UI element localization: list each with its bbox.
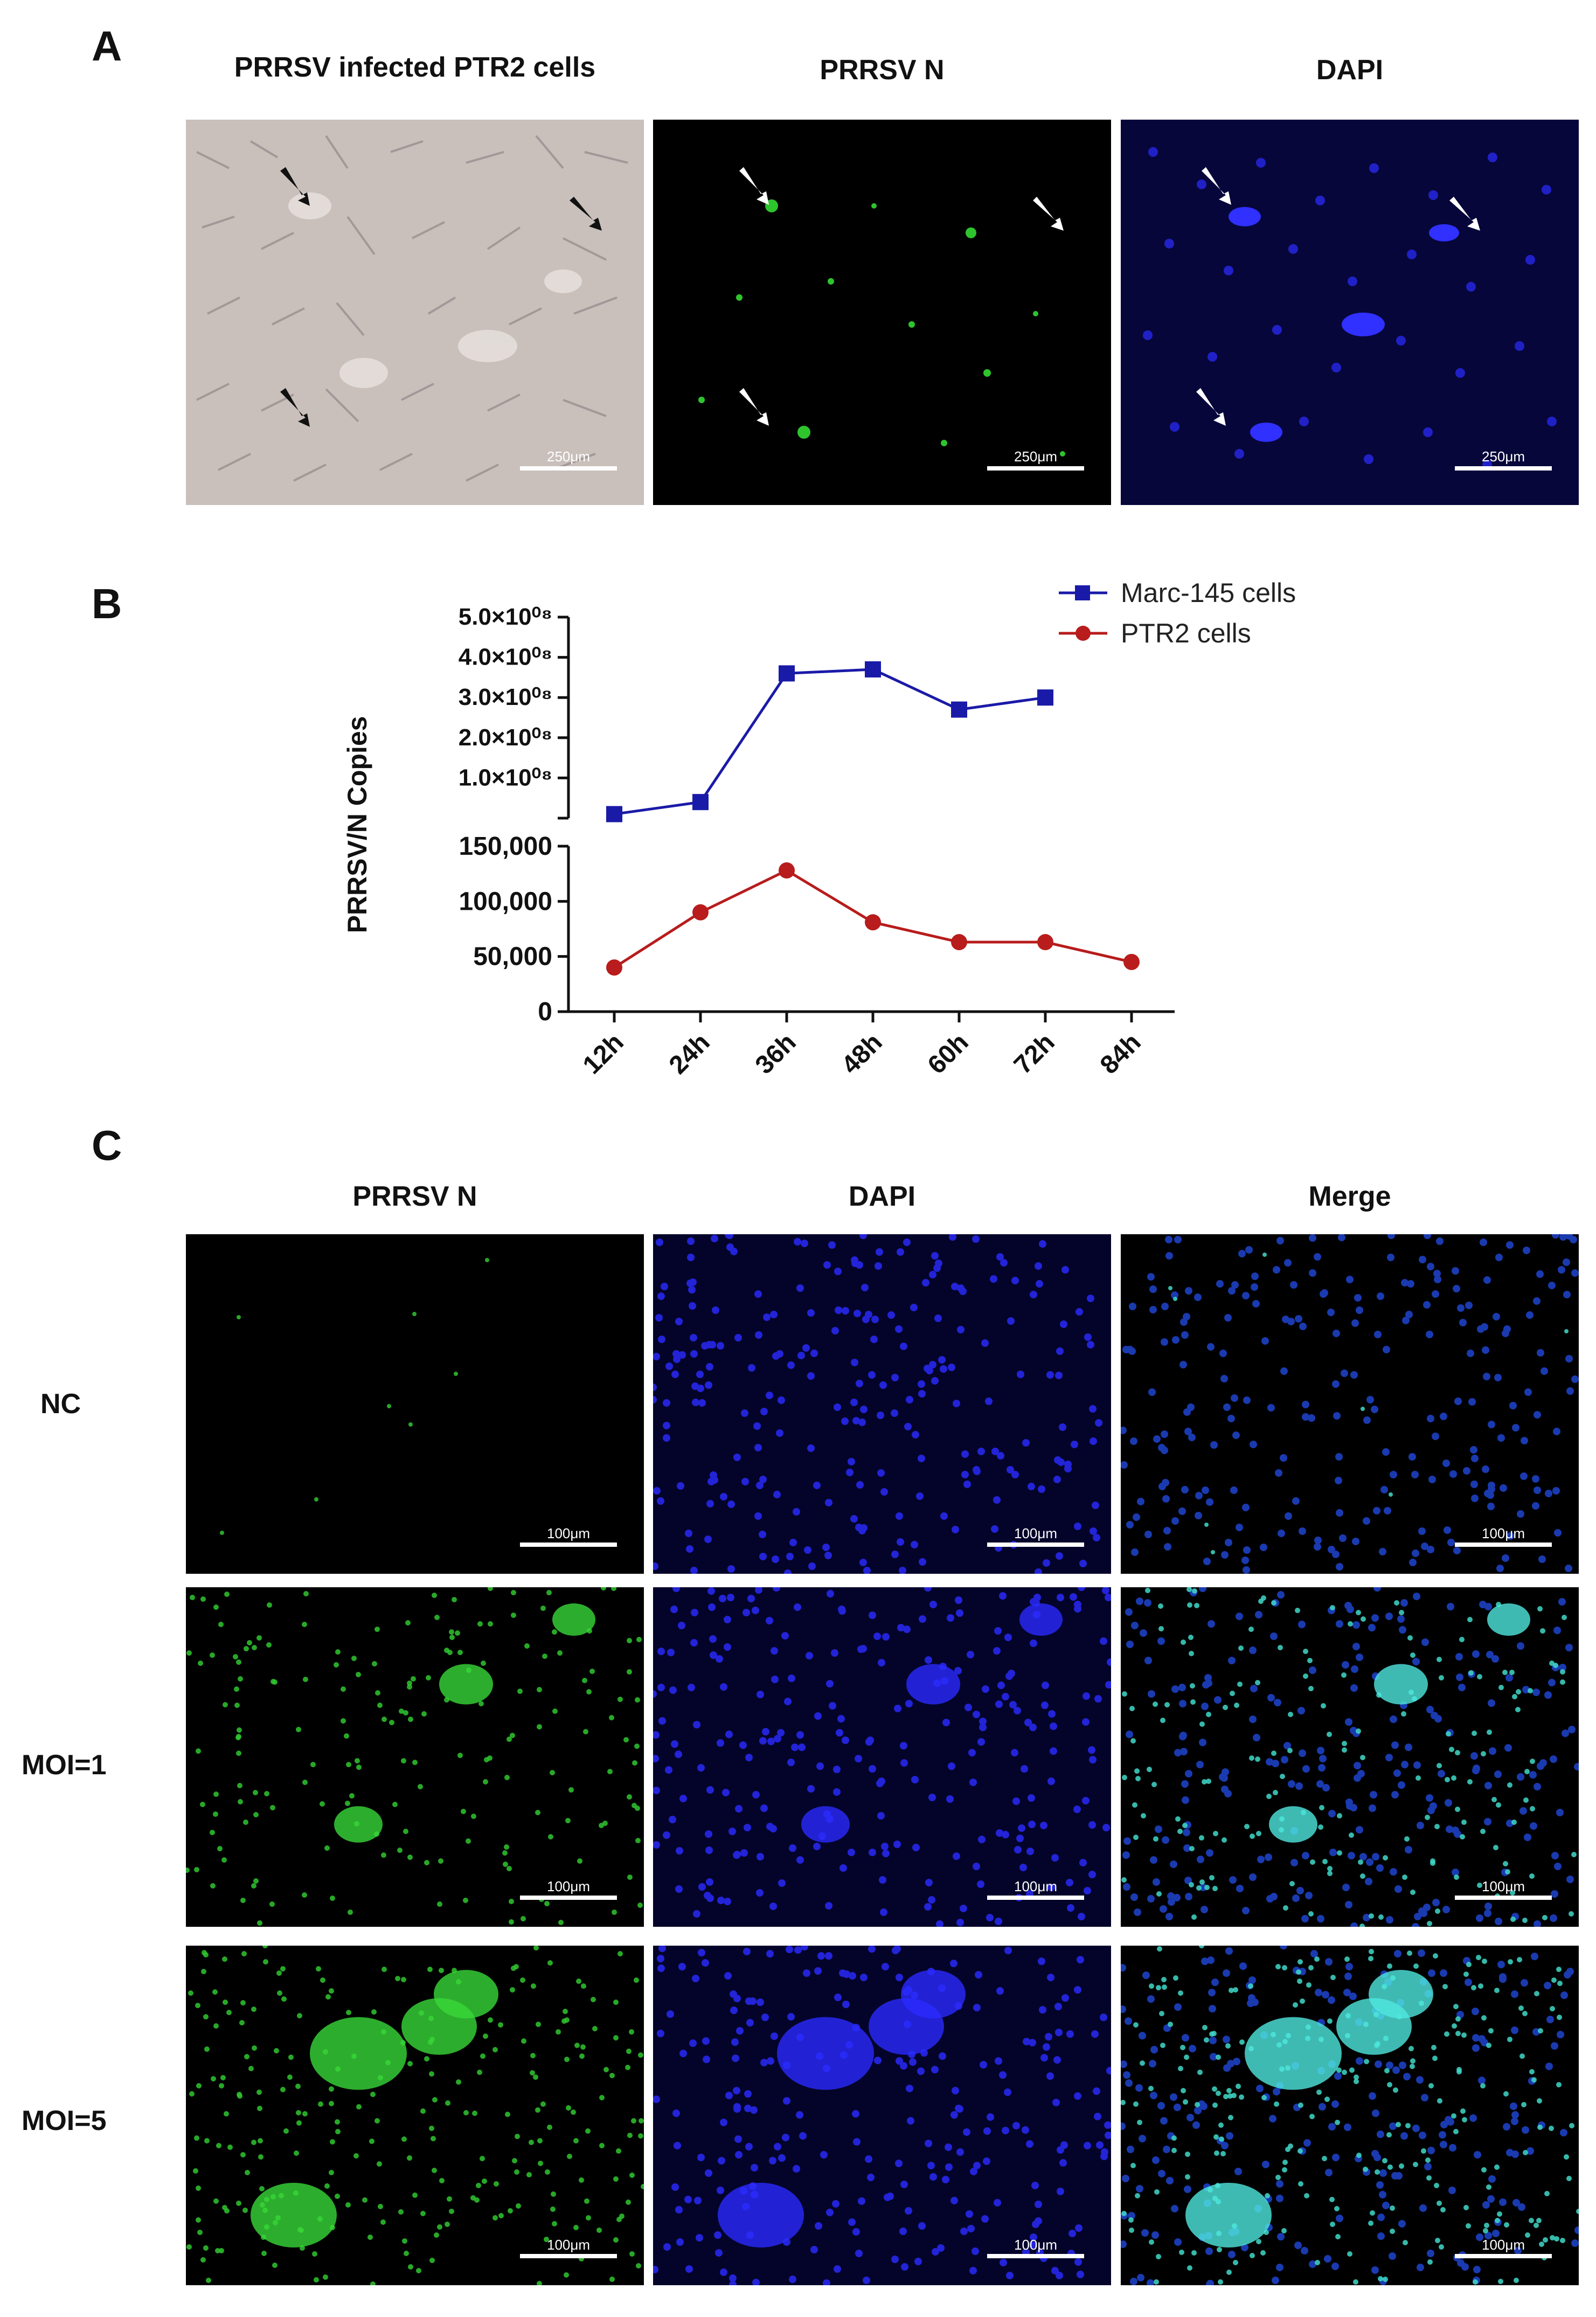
y-upper-tick-label: 1.0×10⁰⁸ (459, 764, 552, 791)
scale-bar-label: 100μm (1014, 1525, 1057, 1541)
data-point-square (779, 665, 795, 682)
legend-label: PTR2 cells (1121, 618, 1251, 648)
micrograph-moi5-dapi: 100μm (653, 1946, 1111, 2285)
scale-bar (1455, 1896, 1552, 1900)
data-point-circle (779, 862, 795, 879)
micrograph-moi1-dapi: 100μm (653, 1587, 1111, 1927)
panel-a-title-dapi: DAPI (1316, 54, 1384, 86)
y-upper-tick-label: 2.0×10⁰⁸ (459, 724, 552, 751)
scale-bar (987, 2254, 1084, 2258)
scale-bar-label: 100μm (547, 1525, 590, 1541)
legend-marker-square (1075, 585, 1090, 600)
x-tick-label: 36h (750, 1028, 802, 1080)
scale-bar-label: 100μm (1482, 1878, 1525, 1894)
y-upper-tick-label: 4.0×10⁰⁸ (459, 644, 552, 670)
scale-bar-label: 100μm (1014, 1878, 1057, 1894)
dapi-image: 250μm (1121, 120, 1579, 505)
micrograph-nc-prrsv-n: 100μm (186, 1234, 644, 1574)
x-tick-label: 12h (578, 1028, 629, 1080)
arrow-icons-white (739, 167, 1064, 426)
y-upper-tick-label: 5.0×10⁰⁸ (459, 604, 552, 630)
panel-label-b: B (92, 580, 122, 627)
legend-marker-circle (1075, 626, 1091, 641)
scale-bar (987, 1896, 1084, 1900)
micrograph-moi1-merge: 100μm (1121, 1587, 1579, 1927)
micrograph-image: 100μm (1121, 1234, 1579, 1574)
scale-bar-label: 100μm (1482, 2237, 1525, 2253)
micrograph-nc-dapi: 100μm (653, 1234, 1111, 1574)
y-lower-tick-label: 50,000 (473, 943, 552, 971)
data-point-square (692, 794, 709, 811)
data-point-circle (1123, 953, 1140, 970)
scale-bar-label: 100μm (1482, 1525, 1525, 1541)
micrograph-image: 100μm (1121, 1587, 1579, 1927)
scale-bar (1455, 1543, 1552, 1547)
micrograph-moi5-prrsv-n: 100μm (186, 1946, 644, 2285)
scale-bar-label: 100μm (547, 2237, 590, 2253)
panel-c-row-label-moi5: MOI=5 (22, 2105, 107, 2136)
scale-bar-label: 250μm (1014, 448, 1057, 465)
data-point-square (951, 701, 967, 718)
data-point-square (606, 806, 622, 822)
y-axis-title: PRRSV/N Copies (342, 716, 372, 933)
panel-a-title-brightfield: PRRSV infected PTR2 cells (234, 52, 596, 83)
micrograph-image: 100μm (186, 1946, 644, 2285)
arrow-icons (280, 167, 602, 427)
panel-c-row-label-moi1: MOI=1 (22, 1749, 107, 1781)
arrow-icons-white (1196, 167, 1480, 426)
scale-bar (1455, 2254, 1552, 2258)
micrograph-image: 100μm (1121, 1946, 1579, 2285)
data-point-circle (606, 959, 622, 976)
line-chart: 1.0×10⁰⁸ 2.0×10⁰⁸ 3.0×10⁰⁸ 4.0×10⁰⁸ 5.0×10⁰⁸… (342, 578, 1296, 1080)
prrsv-n-image: 250μm (653, 120, 1111, 505)
data-point-square (1037, 689, 1053, 706)
micrograph-image: 100μm (186, 1234, 644, 1574)
micrograph-image: 100μm (186, 1587, 644, 1927)
micrograph-moi1-prrsv-n: 100μm (186, 1587, 644, 1927)
brightfield-micrograph: 250μm (186, 120, 644, 505)
y-lower-tick-label: 0 (538, 998, 552, 1026)
x-tick-label: 60h (922, 1028, 974, 1080)
brightfield-image: 250μm (186, 120, 644, 505)
micrograph-image: 100μm (653, 1946, 1111, 2285)
panel-c-col-title-dapi: DAPI (848, 1181, 916, 1212)
dapi-micrograph: 250μm (1121, 120, 1579, 505)
scale-bar-label: 100μm (547, 1878, 590, 1894)
scale-bar-label: 250μm (1482, 448, 1525, 465)
scale-bar-label: 100μm (1014, 2237, 1057, 2253)
prrsv-n-micrograph: 250μm (653, 120, 1111, 505)
scale-bar (520, 1896, 617, 1900)
micrograph-moi5-merge: 100μm (1121, 1946, 1579, 2285)
y-upper-tick-label: 3.0×10⁰⁸ (459, 684, 552, 710)
panel-c-col-title-prrsv-n: PRRSV N (352, 1181, 477, 1212)
scale-bar (520, 2254, 617, 2258)
x-tick-label: 48h (836, 1028, 888, 1080)
y-lower-tick-label: 100,000 (459, 887, 552, 916)
micrograph-nc-merge: 100μm (1121, 1234, 1579, 1574)
data-point-circle (692, 904, 709, 921)
scale-bar (987, 1543, 1084, 1547)
series-line (614, 668, 1046, 816)
y-lower-tick-label: 150,000 (459, 832, 552, 861)
scale-bar (520, 1543, 617, 1547)
x-tick-label: 72h (1009, 1028, 1060, 1080)
scale-bar-label: 250μm (547, 448, 590, 465)
micrograph-image: 100μm (653, 1587, 1111, 1927)
legend-label: Marc-145 cells (1121, 578, 1296, 608)
data-point-circle (865, 914, 881, 931)
data-point-circle (1037, 934, 1053, 951)
panel-a-title-prrsv-n: PRRSV N (820, 54, 945, 86)
panel-c-row-label-nc: NC (40, 1388, 81, 1420)
data-point-square (865, 661, 881, 677)
micrograph-image: 100μm (653, 1234, 1111, 1574)
panel-label-c: C (92, 1122, 122, 1169)
x-tick-label: 84h (1095, 1028, 1147, 1080)
panel-label-a: A (92, 22, 122, 70)
panel-c-col-title-merge: Merge (1308, 1181, 1391, 1212)
x-tick-label: 24h (664, 1028, 716, 1080)
data-point-circle (951, 934, 967, 951)
